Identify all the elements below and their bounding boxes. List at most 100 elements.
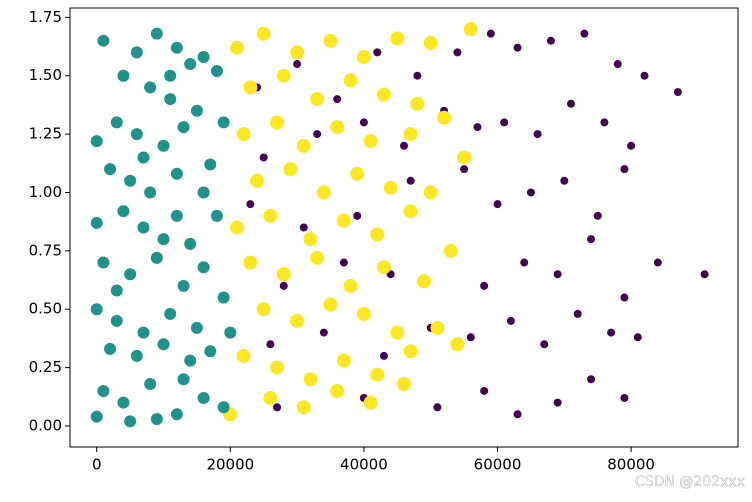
point bbox=[463, 22, 478, 37]
point bbox=[506, 316, 515, 325]
point bbox=[276, 68, 291, 83]
point bbox=[540, 340, 549, 349]
point bbox=[217, 401, 230, 414]
point bbox=[290, 45, 305, 60]
point bbox=[370, 227, 385, 242]
point bbox=[270, 115, 285, 130]
point bbox=[259, 153, 268, 162]
point bbox=[184, 354, 197, 367]
point bbox=[560, 176, 569, 185]
point bbox=[224, 326, 237, 339]
point bbox=[197, 391, 210, 404]
point bbox=[97, 256, 110, 269]
y-tick-label: 1.25 bbox=[29, 125, 62, 143]
point bbox=[290, 313, 305, 328]
point bbox=[250, 173, 265, 188]
point bbox=[137, 221, 150, 234]
point bbox=[273, 403, 282, 412]
x-tick-label: 0 bbox=[92, 456, 102, 474]
point bbox=[453, 48, 462, 57]
point bbox=[256, 26, 271, 41]
point bbox=[410, 96, 425, 111]
point bbox=[270, 360, 285, 375]
point bbox=[184, 237, 197, 250]
point bbox=[144, 186, 157, 199]
point bbox=[359, 118, 368, 127]
point bbox=[356, 306, 371, 321]
point bbox=[423, 36, 438, 51]
point bbox=[343, 278, 358, 293]
point bbox=[406, 176, 415, 185]
point bbox=[627, 141, 636, 150]
point bbox=[97, 34, 110, 47]
point bbox=[303, 372, 318, 387]
point bbox=[157, 139, 170, 152]
point bbox=[513, 410, 522, 419]
points bbox=[90, 22, 709, 428]
point bbox=[217, 291, 230, 304]
point bbox=[473, 123, 482, 132]
point bbox=[620, 393, 629, 402]
x-tick-label: 60000 bbox=[474, 456, 522, 474]
point bbox=[613, 60, 622, 69]
point bbox=[640, 71, 649, 80]
point bbox=[246, 200, 255, 209]
point bbox=[296, 400, 311, 415]
point bbox=[110, 314, 123, 327]
point bbox=[450, 337, 465, 352]
point bbox=[600, 118, 609, 127]
point bbox=[164, 307, 177, 320]
point bbox=[117, 69, 130, 82]
point bbox=[164, 69, 177, 82]
point bbox=[104, 342, 117, 355]
y-tick-label: 0.00 bbox=[29, 416, 62, 434]
point bbox=[573, 309, 582, 318]
point bbox=[363, 134, 378, 149]
point bbox=[430, 320, 445, 335]
point bbox=[339, 258, 348, 267]
point bbox=[390, 31, 405, 46]
point bbox=[276, 267, 291, 282]
point bbox=[310, 92, 325, 107]
point bbox=[184, 58, 197, 71]
point bbox=[150, 27, 163, 40]
point bbox=[283, 162, 298, 177]
point bbox=[493, 200, 502, 209]
point bbox=[243, 255, 258, 270]
point bbox=[520, 258, 529, 267]
point bbox=[190, 104, 203, 117]
point bbox=[533, 130, 542, 139]
point bbox=[333, 95, 342, 104]
point bbox=[423, 185, 438, 200]
point bbox=[350, 166, 365, 181]
point bbox=[513, 43, 522, 52]
point bbox=[323, 33, 338, 48]
point bbox=[403, 204, 418, 219]
point bbox=[124, 415, 137, 428]
point bbox=[170, 167, 183, 180]
point bbox=[110, 284, 123, 297]
point bbox=[124, 268, 137, 281]
point bbox=[197, 51, 210, 64]
point bbox=[443, 243, 458, 258]
point bbox=[526, 188, 535, 197]
point bbox=[457, 150, 472, 165]
point bbox=[217, 116, 230, 129]
point bbox=[400, 141, 408, 150]
point bbox=[433, 403, 442, 412]
point bbox=[90, 216, 103, 229]
watermark: CSDN @202xxx bbox=[635, 474, 745, 490]
point bbox=[157, 338, 170, 351]
point bbox=[633, 333, 642, 342]
point bbox=[336, 353, 351, 368]
point bbox=[343, 73, 358, 88]
point bbox=[293, 60, 302, 69]
point bbox=[190, 321, 203, 334]
y-tick-label: 0.50 bbox=[29, 300, 62, 318]
point bbox=[620, 165, 629, 174]
point bbox=[104, 163, 117, 176]
point bbox=[90, 135, 103, 148]
point bbox=[480, 281, 489, 290]
point bbox=[130, 46, 143, 59]
